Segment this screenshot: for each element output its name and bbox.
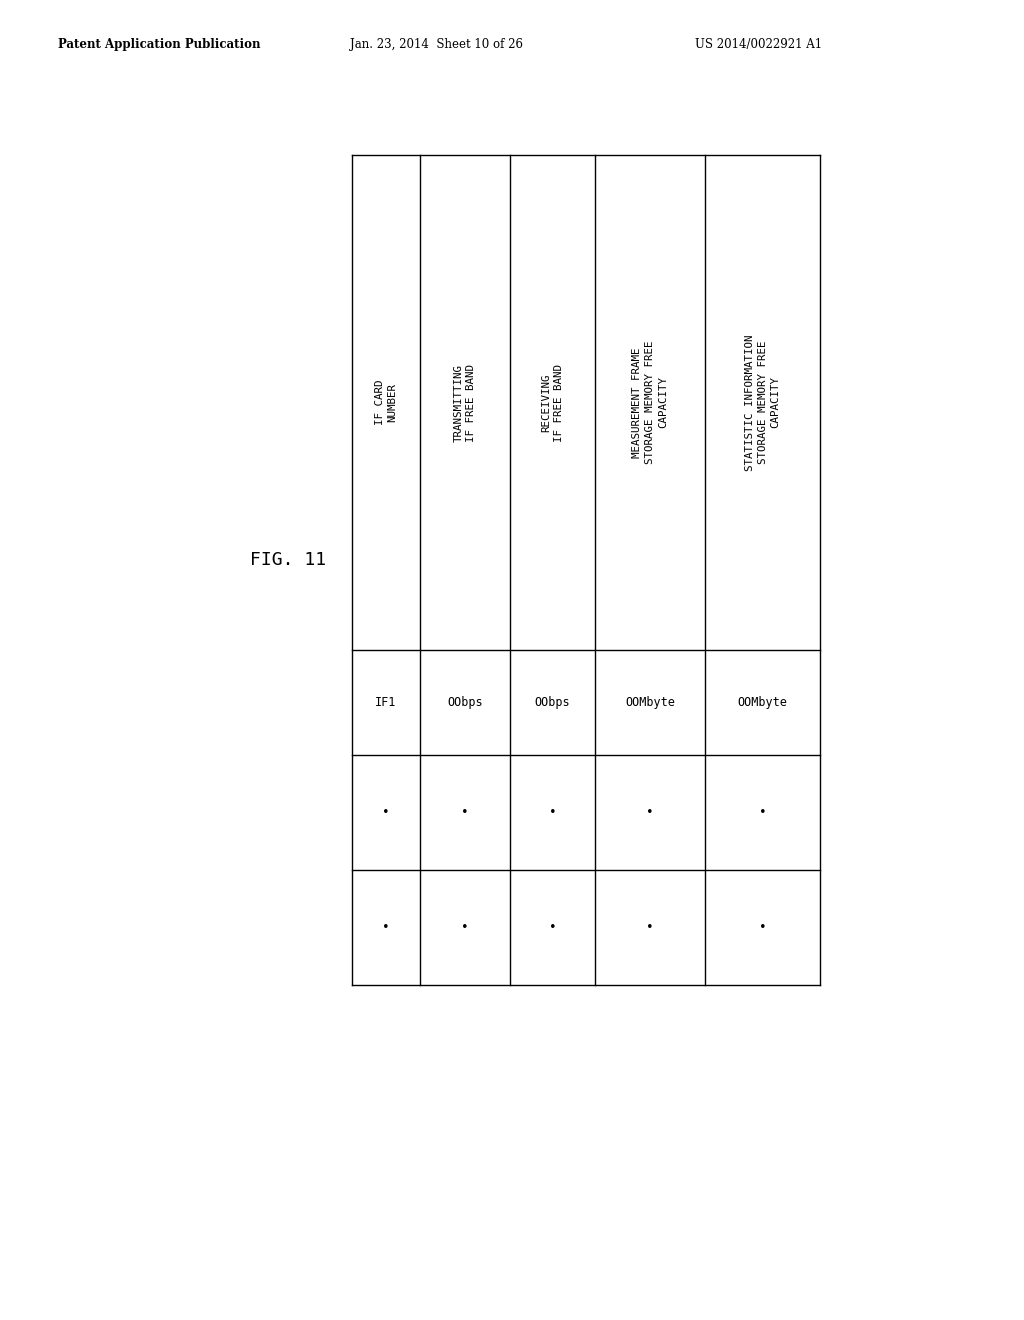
Text: IF CARD
NUMBER: IF CARD NUMBER (375, 380, 397, 425)
Text: MEASUREMENT FRAME
STORAGE MEMORY FREE
CAPACITY: MEASUREMENT FRAME STORAGE MEMORY FREE CA… (632, 341, 668, 465)
Text: OObps: OObps (535, 696, 570, 709)
Text: Patent Application Publication: Patent Application Publication (58, 38, 260, 51)
Text: OOMbyte: OOMbyte (625, 696, 675, 709)
Text: •: • (382, 921, 390, 935)
Text: FIG. 11: FIG. 11 (250, 550, 326, 569)
Text: Jan. 23, 2014  Sheet 10 of 26: Jan. 23, 2014 Sheet 10 of 26 (350, 38, 523, 51)
Text: STATISTIC INFORMATION
STORAGE MEMORY FREE
CAPACITY: STATISTIC INFORMATION STORAGE MEMORY FRE… (744, 334, 780, 471)
Text: •: • (461, 807, 469, 818)
Text: US 2014/0022921 A1: US 2014/0022921 A1 (695, 38, 822, 51)
Text: •: • (549, 921, 556, 935)
Text: OObps: OObps (447, 696, 482, 709)
Text: •: • (646, 807, 653, 818)
Text: TRANSMITTING
IF FREE BAND: TRANSMITTING IF FREE BAND (454, 363, 476, 441)
Text: •: • (461, 921, 469, 935)
Text: •: • (646, 921, 653, 935)
Text: •: • (759, 807, 766, 818)
Text: RECEIVING
IF FREE BAND: RECEIVING IF FREE BAND (541, 363, 564, 441)
Text: OOMbyte: OOMbyte (737, 696, 787, 709)
Text: •: • (549, 807, 556, 818)
Text: •: • (382, 807, 390, 818)
Text: IF1: IF1 (376, 696, 396, 709)
Text: •: • (759, 921, 766, 935)
